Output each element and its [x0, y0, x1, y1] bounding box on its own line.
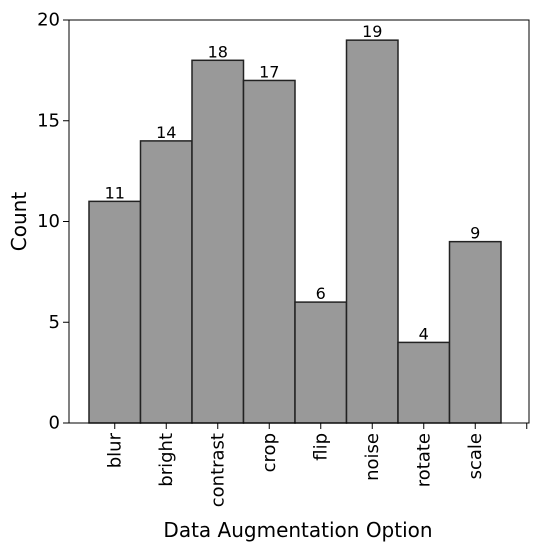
data-label-noise: 19	[362, 22, 382, 41]
bar-flip	[294, 301, 348, 424]
y-axis-ticks: 0 5 10 15 20	[37, 10, 69, 434]
bar-bright	[139, 140, 193, 424]
bar-scale	[448, 240, 502, 424]
data-label-bright: 14	[156, 123, 176, 142]
x-axis-label: Data Augmentation Option	[163, 518, 432, 542]
data-label-rotate: 4	[419, 324, 429, 343]
bar-noise	[345, 39, 399, 424]
data-label-flip: 6	[316, 284, 326, 303]
data-label-contrast: 18	[208, 42, 228, 61]
x-tick-label-bright: bright	[156, 433, 177, 487]
x-tick-label-noise: noise	[362, 433, 383, 481]
bar-rotate	[397, 341, 451, 424]
plot-frame	[68, 19, 530, 424]
x-tick-label-contrast: contrast	[207, 433, 228, 507]
y-tick-label: 15	[37, 110, 60, 131]
x-tick-label-flip: flip	[310, 433, 331, 461]
y-tick-label: 5	[49, 312, 60, 333]
bar-crop	[242, 79, 296, 424]
x-tick-label-rotate: rotate	[413, 433, 434, 487]
y-tick-label: 0	[49, 413, 60, 434]
x-tick-label-crop: crop	[259, 433, 280, 472]
bar-blur	[88, 200, 142, 424]
x-tick-label-blur: blur	[104, 432, 125, 468]
data-label-crop: 17	[259, 62, 279, 81]
x-axis-ticks: blur bright contrast crop flip noise rotate sca…	[104, 423, 528, 507]
y-tick-label: 10	[37, 211, 60, 232]
data-label-scale: 9	[470, 224, 480, 243]
data-label-blur: 11	[105, 183, 125, 202]
x-tick-label-scale: scale	[465, 433, 486, 479]
y-axis-label: Count	[7, 192, 31, 252]
bars-group: 11 14 18 17 6 19 4 9	[88, 22, 502, 424]
bar-contrast	[191, 59, 245, 424]
y-tick-label: 20	[37, 10, 60, 31]
